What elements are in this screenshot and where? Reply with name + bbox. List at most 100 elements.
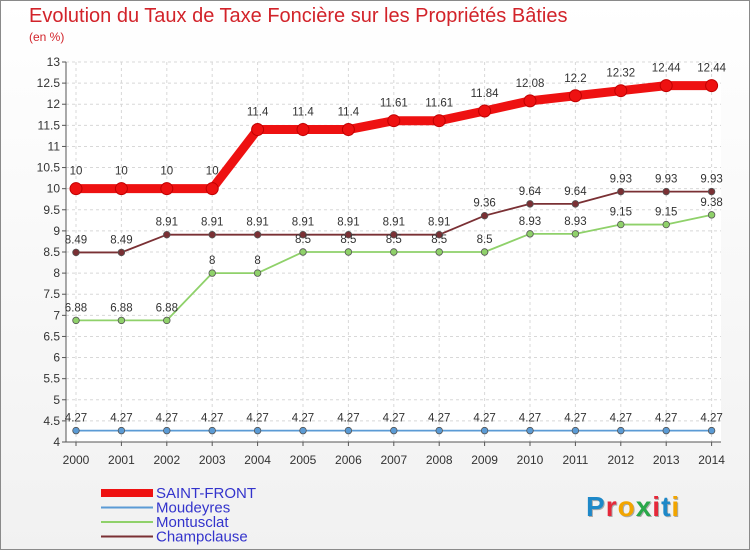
data-point-champclause (526, 200, 534, 208)
data-point-champclause (571, 200, 580, 208)
data-point-saint-front (614, 84, 628, 98)
logo-letter: x (635, 491, 653, 522)
data-point-montusclat (707, 211, 716, 219)
logo-letter: o (617, 491, 636, 522)
data-label-champclause: 9.36 (473, 198, 495, 210)
data-point-saint-front (432, 114, 446, 128)
x-tick-label: 2008 (426, 453, 453, 467)
y-tick-label: 10 (47, 182, 61, 196)
data-point-moudeyres (163, 426, 171, 435)
data-point-champclause (344, 230, 353, 239)
data-label-moudeyres: 4.27 (383, 413, 405, 425)
data-label-montusclat: 8 (254, 255, 260, 267)
legend-label-champclause: Champclause (156, 529, 248, 546)
data-point-champclause (435, 230, 443, 239)
data-label-moudeyres: 4.27 (428, 413, 450, 425)
logo-letter: i (652, 491, 662, 522)
data-label-moudeyres: 4.27 (246, 413, 268, 425)
data-point-montusclat (662, 220, 670, 229)
data-labels: 10 10 10 10 11.4 11.4 11.4 11.61 11.61 11.84 12.08… (65, 63, 727, 425)
data-point-montusclat (253, 269, 262, 277)
data-point-moudeyres (72, 426, 80, 435)
data-point-moudeyres (435, 426, 443, 435)
y-tick-label: 6.5 (43, 329, 60, 343)
data-label-saint-front: 12.08 (516, 78, 545, 90)
y-tick-label: 4 (53, 435, 60, 449)
data-point-champclause (480, 211, 489, 220)
data-point-montusclat (163, 316, 171, 325)
data-point-moudeyres (480, 426, 489, 435)
data-point-moudeyres (344, 426, 353, 435)
data-label-champclause: 9.93 (610, 174, 632, 186)
data-label-saint-front: 10 (70, 166, 83, 178)
legend-label-moudeyres: Moudeyres (156, 500, 230, 517)
y-tick-label: 7.5 (43, 287, 60, 301)
unit-label: (en %) (29, 30, 65, 44)
y-tick-label: 9 (53, 224, 60, 238)
legend: SAINT-FRONTMoudeyresMontusclatChampclaus… (101, 485, 256, 546)
y-tick-label: 9.5 (43, 203, 60, 217)
data-point-moudeyres (253, 426, 262, 435)
data-label-moudeyres: 4.27 (110, 413, 132, 425)
y-tick-label: 5.5 (43, 372, 60, 386)
data-point-moudeyres (390, 426, 398, 435)
y-tick-label: 11 (48, 139, 61, 153)
data-label-saint-front: 11.4 (292, 107, 314, 119)
data-point-saint-front (205, 182, 219, 196)
data-point-saint-front (705, 79, 719, 93)
data-label-montusclat: 6.88 (110, 302, 132, 314)
data-label-champclause: 8.91 (337, 217, 359, 229)
data-label-champclause: 8.91 (156, 217, 178, 229)
data-point-montusclat (299, 248, 307, 256)
x-tick-label: 2007 (380, 453, 407, 467)
x-tick-label: 2014 (698, 453, 725, 467)
data-label-montusclat: 9.15 (655, 207, 677, 219)
data-point-montusclat (435, 248, 443, 256)
data-point-saint-front (296, 123, 310, 137)
data-label-montusclat: 8.93 (519, 216, 541, 228)
data-label-champclause: 9.93 (700, 174, 722, 186)
data-label-moudeyres: 4.27 (610, 413, 632, 425)
y-tick-label: 8 (53, 266, 60, 280)
data-point-saint-front (341, 123, 355, 137)
data-point-saint-front (160, 182, 174, 196)
data-label-moudeyres: 4.27 (156, 413, 178, 425)
data-point-montusclat (617, 220, 625, 229)
y-tick-label: 7 (53, 308, 60, 322)
data-point-montusclat (390, 248, 398, 256)
data-label-champclause: 8.91 (428, 217, 450, 229)
data-label-moudeyres: 4.27 (201, 413, 223, 425)
data-label-moudeyres: 4.27 (337, 413, 359, 425)
data-label-champclause: 8.91 (292, 217, 314, 229)
data-point-montusclat (571, 230, 580, 238)
data-label-montusclat: 8.5 (295, 234, 311, 246)
data-label-saint-front: 10 (206, 166, 219, 178)
data-point-champclause (662, 187, 670, 196)
data-point-moudeyres (571, 426, 580, 435)
data-point-saint-front (478, 104, 492, 118)
data-label-montusclat: 9.15 (610, 207, 632, 219)
data-label-champclause: 8.49 (110, 234, 132, 246)
data-label-moudeyres: 4.27 (655, 413, 677, 425)
data-label-champclause: 8.49 (65, 234, 87, 246)
data-label-montusclat: 6.88 (156, 302, 178, 314)
data-point-champclause (299, 230, 307, 239)
data-point-saint-front (568, 89, 582, 103)
data-point-saint-front (387, 114, 401, 128)
legend-label-saint-front: SAINT-FRONT (156, 485, 256, 502)
data-point-saint-front (251, 123, 265, 137)
data-label-saint-front: 11.61 (425, 98, 453, 110)
x-tick-label: 2002 (153, 453, 180, 467)
data-point-montusclat (72, 316, 80, 325)
x-tick-label: 2000 (63, 453, 90, 467)
data-point-saint-front (523, 94, 537, 108)
data-label-saint-front: 11.84 (471, 88, 500, 100)
logo-letter: P (586, 491, 606, 522)
x-tick-label: 2003 (199, 453, 226, 467)
data-label-montusclat: 8.5 (340, 234, 356, 246)
x-tick-label: 2006 (335, 453, 362, 467)
data-point-montusclat (526, 230, 534, 238)
data-point-moudeyres (117, 426, 126, 435)
x-tick-label: 2011 (562, 453, 588, 467)
data-label-montusclat: 9.38 (700, 197, 722, 209)
